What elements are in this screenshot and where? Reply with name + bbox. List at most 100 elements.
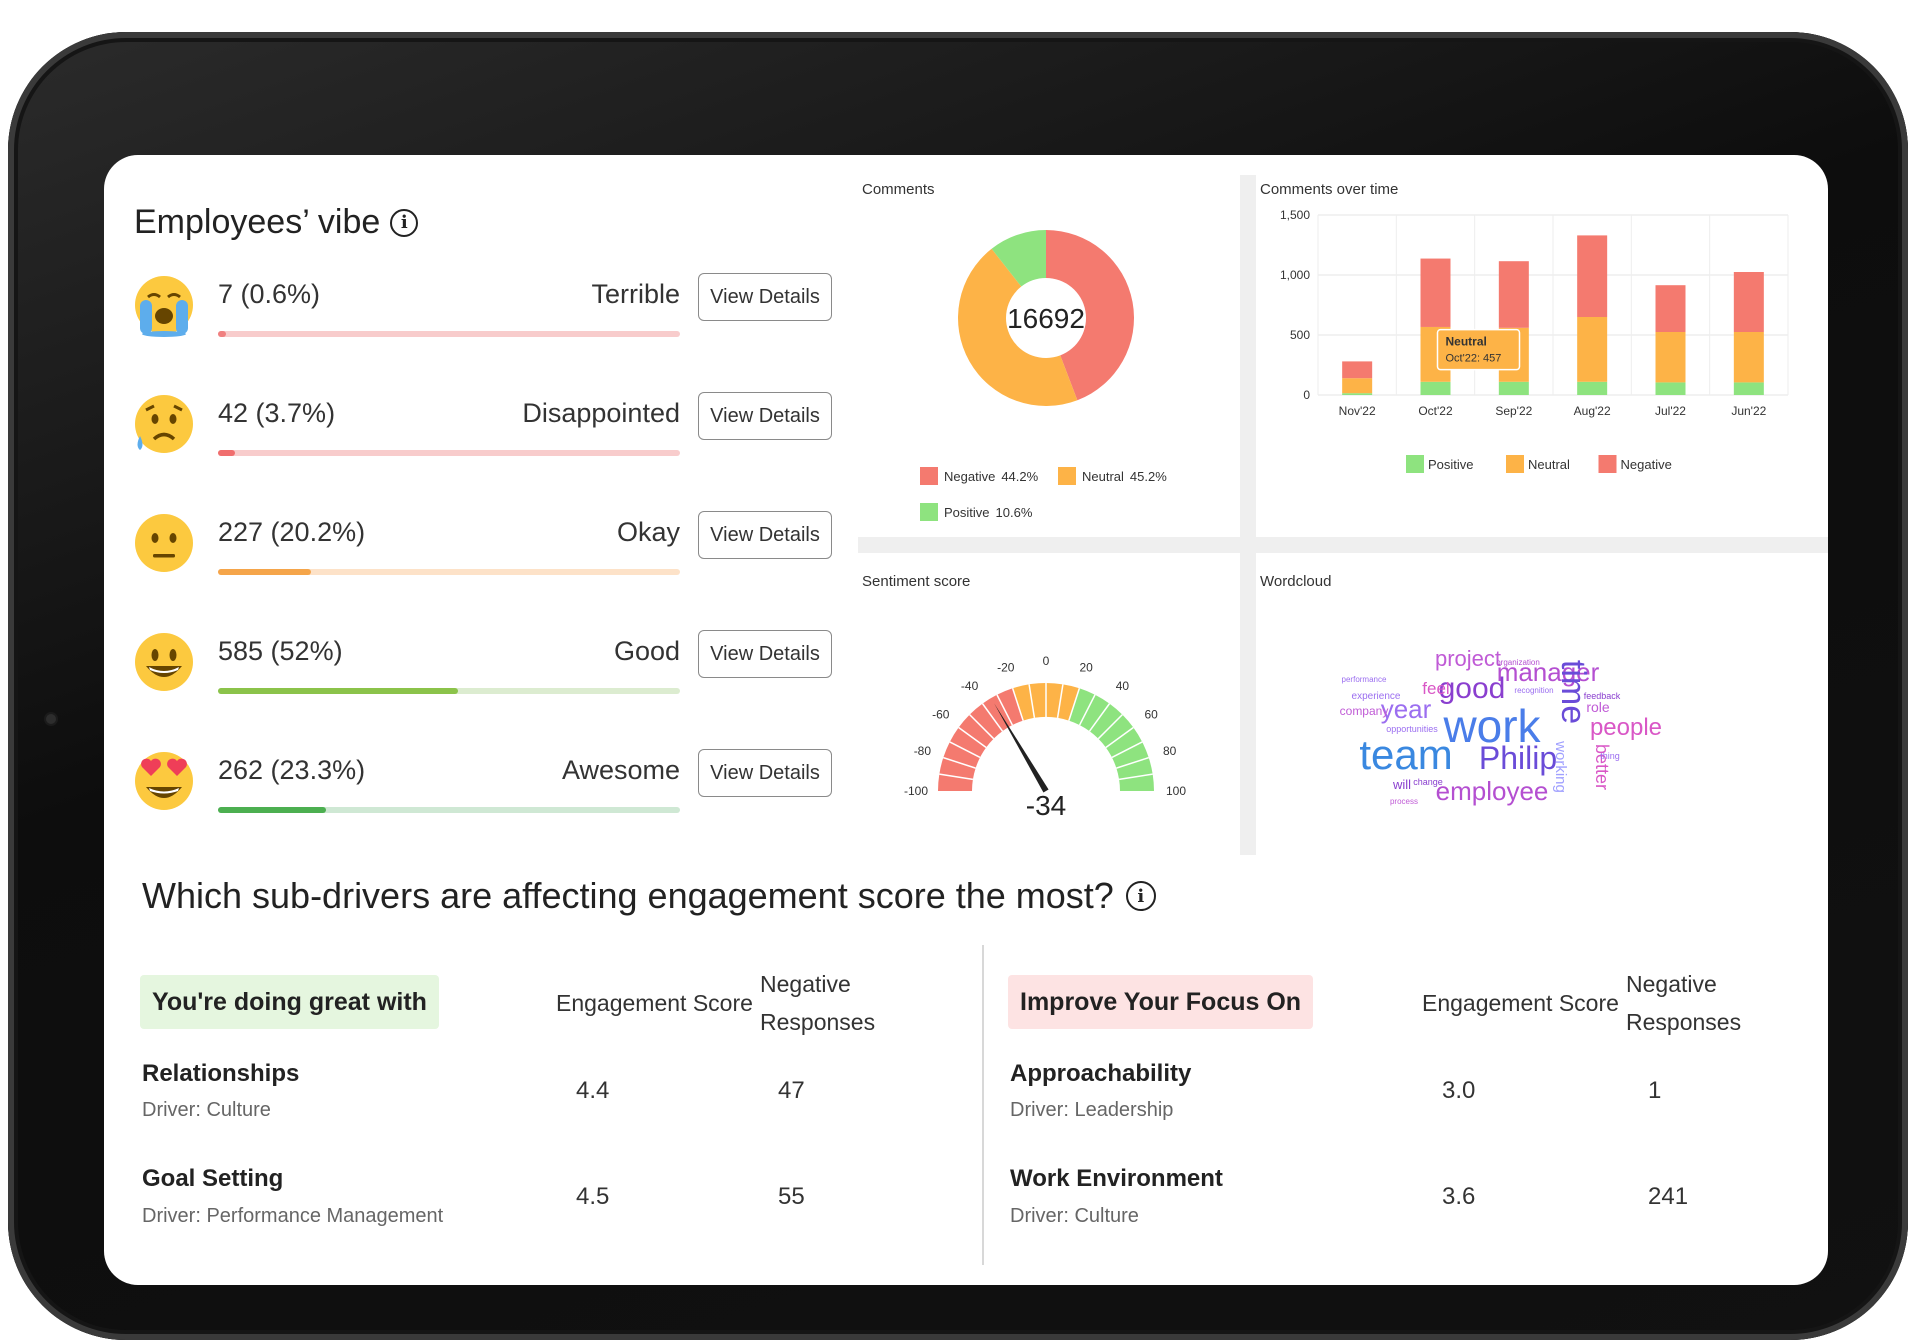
bar-neutral[interactable] (1733, 332, 1764, 383)
info-icon[interactable]: i (1125, 881, 1156, 911)
wordcloud-word[interactable]: manager (1497, 657, 1600, 687)
sub-driver-driver: Driver: Leadership (1010, 1099, 1174, 1121)
legend-label: Positive (1428, 457, 1474, 472)
engagement-score: 4.4 (576, 1077, 610, 1104)
view-details-button[interactable]: View Details (698, 630, 832, 678)
engagement-score: 3.0 (1442, 1077, 1476, 1104)
bar-neutral[interactable] (1342, 378, 1373, 394)
y-tick-label: 500 (1290, 328, 1310, 342)
donut-slice-positive[interactable] (991, 230, 1046, 287)
wordcloud-word[interactable]: good (1439, 672, 1506, 705)
wordcloud-word[interactable]: recognition (1514, 686, 1553, 695)
bar-negative[interactable] (1655, 285, 1686, 332)
gauge-zone-negative (938, 688, 1024, 791)
bar-positive[interactable] (1420, 381, 1451, 395)
legend-swatch (1406, 455, 1424, 473)
negative-responses: 241 (1648, 1183, 1689, 1210)
y-tick-label: 1,500 (1280, 208, 1310, 222)
info-icon[interactable]: i (390, 208, 419, 237)
bar-positive[interactable] (1498, 381, 1529, 395)
gauge-segment-line (996, 694, 1014, 726)
wordcloud-word[interactable]: time (1554, 660, 1592, 724)
wordcloud-word[interactable]: better (1592, 744, 1612, 790)
view-details-button[interactable]: View Details (698, 392, 832, 440)
legend-positive: Positive 10.6% (920, 503, 1032, 521)
wordcloud-word[interactable]: work (1442, 700, 1541, 752)
tooltip-text: Oct'22: 457 (1446, 353, 1502, 365)
legend-negative[interactable]: Negative (1598, 455, 1672, 473)
wordcloud-word[interactable]: project (1435, 646, 1501, 671)
bar-positive[interactable] (1655, 382, 1686, 395)
wordcloud-word[interactable]: Philip (1479, 740, 1557, 776)
wordcloud-word[interactable]: thing (1600, 751, 1620, 761)
comments-total: 16692 (1007, 303, 1085, 334)
vibe-progress-fill (218, 569, 312, 575)
donut-slice-neutral[interactable] (958, 248, 1078, 406)
gauge-segment-line (1056, 684, 1064, 719)
engagement-score: 4.5 (576, 1183, 610, 1210)
legend-swatch (1598, 455, 1617, 473)
wordcloud-word[interactable]: role (1586, 699, 1610, 715)
vibe-label: Disappointed (522, 398, 680, 428)
bar-negative[interactable] (1420, 258, 1451, 327)
legend-value: 10.6% (995, 504, 1033, 520)
bar-negative[interactable] (1498, 261, 1529, 328)
gauge-tick-label: -40 (961, 679, 979, 693)
wordcloud-word[interactable]: people (1590, 714, 1662, 741)
sentiment-title: Sentiment score (862, 573, 971, 590)
vibe-count: 227 (20.2%) (218, 517, 366, 547)
comments-bar-chart: 0 500 1,000 1,500 Nov'22 Oct'22 Sep'22 Aug'22 Ju… (1280, 208, 1789, 473)
wordcloud-word[interactable]: opportunities (1386, 724, 1438, 734)
wordcloud-word[interactable]: year (1381, 694, 1432, 724)
view-details-button[interactable]: View Details (698, 749, 832, 797)
wordcloud-word[interactable]: experience (1352, 691, 1401, 702)
vibe-progress-fill (218, 450, 236, 456)
legend-swatch (920, 503, 938, 521)
gauge-tick-label: -60 (932, 708, 950, 722)
gauge-segment-line (1011, 688, 1024, 721)
vibe-row: 262 (23.3%) Awesome View Details (132, 749, 832, 849)
gauge-tick-label: -80 (914, 744, 932, 758)
legend-positive[interactable]: Positive (1406, 455, 1474, 473)
wordcloud-word[interactable]: working (1552, 740, 1569, 793)
wordcloud-word[interactable]: employee (1436, 776, 1549, 806)
legend-swatch (1058, 467, 1076, 485)
wordcloud-word[interactable]: change (1413, 777, 1443, 787)
legend-neutral[interactable]: Neutral (1506, 455, 1570, 473)
wordcloud-word[interactable]: will (1392, 777, 1411, 792)
bar-neutral[interactable] (1577, 317, 1608, 382)
negative-responses: 1 (1648, 1077, 1662, 1104)
bar-positive[interactable] (1733, 382, 1764, 395)
great-pill: You're doing great with (140, 975, 439, 1029)
wordcloud-word[interactable]: organization (1496, 658, 1540, 667)
view-details-button[interactable]: View Details (698, 273, 832, 321)
vibe-row: 227 (20.2%) Okay View Details (132, 511, 832, 611)
donut-slice-negative[interactable] (1046, 230, 1134, 401)
gauge-segment-line (949, 741, 981, 759)
bar-negative[interactable] (1577, 235, 1608, 317)
vibe-row: 585 (52%) Good View Details (132, 630, 832, 730)
bar-positive[interactable] (1577, 381, 1608, 395)
vibe-label: Terrible (591, 279, 680, 309)
sad-face-icon (135, 395, 193, 453)
gauge-tick-label: -20 (997, 660, 1015, 674)
gauge-tick-label: 20 (1079, 660, 1093, 674)
gauge-segment-line (943, 756, 976, 769)
wordcloud-word[interactable]: performance (1342, 675, 1387, 684)
wordcloud-word[interactable]: process (1390, 797, 1418, 806)
wordcloud-word[interactable]: company (1340, 704, 1389, 718)
wordcloud-word[interactable]: team (1359, 731, 1452, 778)
view-details-button[interactable]: View Details (698, 511, 832, 559)
dashboard-screen: Employees’ vibe i 7 (0.6%) Terrible View D… (104, 155, 1828, 1285)
bar-neutral[interactable] (1655, 332, 1686, 383)
gauge-tick-label: 80 (1163, 744, 1177, 758)
x-tick-label: Jul'22 (1655, 404, 1686, 418)
bar-negative[interactable] (1733, 272, 1764, 332)
col-negative-line1: Negative (1626, 971, 1717, 997)
vibe-count: 7 (0.6%) (218, 279, 321, 309)
wordcloud-word[interactable]: feel (1422, 679, 1449, 698)
comments-card: Comments 16692 Negative 44.2% Neutral 45… (858, 175, 1240, 537)
bar-negative[interactable] (1342, 361, 1373, 379)
wordcloud-word[interactable]: feedback (1584, 691, 1621, 701)
bar-positive[interactable] (1342, 393, 1373, 395)
